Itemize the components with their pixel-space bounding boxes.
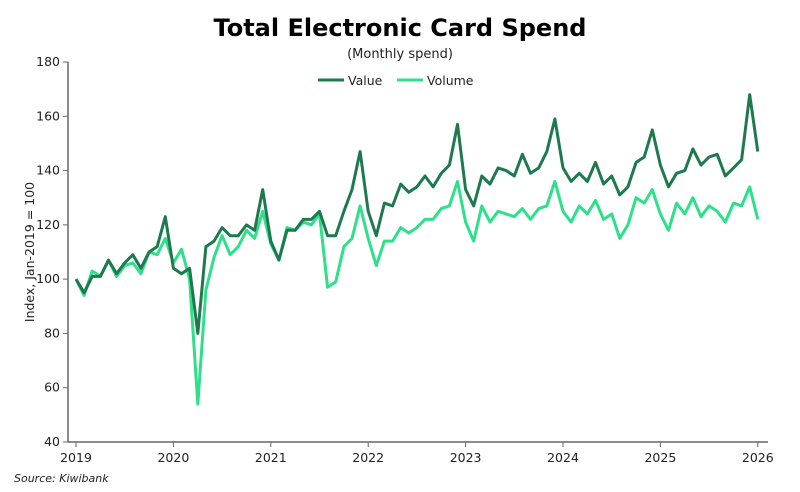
chart-title: Total Electronic Card Spend	[213, 14, 587, 42]
y-tick-label: 120	[36, 217, 60, 232]
y-axis-label: Index, Jan-2019 = 100	[22, 182, 37, 322]
y-tick-label: 60	[44, 380, 60, 395]
x-tick-label: 2025	[644, 450, 676, 465]
y-tick-label: 40	[44, 434, 60, 449]
y-tick-label: 100	[36, 271, 60, 286]
y-tick-label: 180	[36, 54, 60, 69]
x-tick-label: 2024	[547, 450, 579, 465]
legend-label-value: Value	[348, 73, 383, 88]
legend-label-volume: Volume	[427, 73, 474, 88]
x-tick-label: 2022	[352, 450, 384, 465]
y-tick-label: 140	[36, 163, 60, 178]
series-line-volume	[74, 179, 760, 406]
y-tick-label: 80	[44, 325, 60, 340]
series-line-value	[74, 93, 760, 335]
x-tick-label: 2026	[742, 450, 774, 465]
y-tick-label: 160	[36, 108, 60, 123]
legend: Value Volume	[318, 73, 474, 88]
source-note: Source: Kiwibank	[14, 472, 109, 485]
x-tick-label: 2023	[450, 450, 482, 465]
x-tick-label: 2020	[157, 450, 189, 465]
chart-subtitle: (Monthly spend)	[347, 47, 453, 62]
x-tick-label: 2019	[60, 450, 92, 465]
x-tick-label: 2021	[255, 450, 287, 465]
